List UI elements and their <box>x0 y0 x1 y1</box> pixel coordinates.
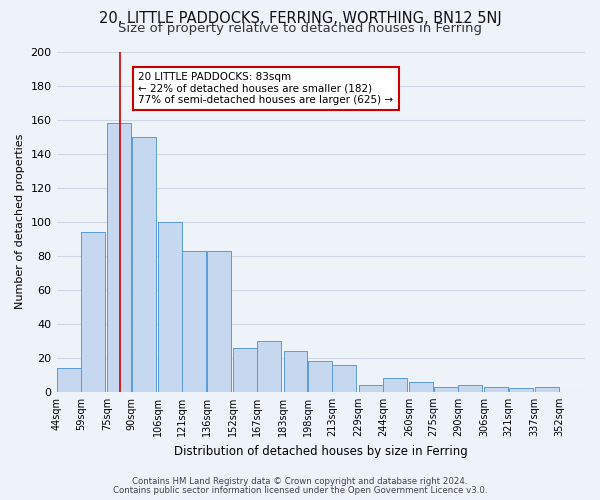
Text: 20 LITTLE PADDOCKS: 83sqm
← 22% of detached houses are smaller (182)
77% of semi: 20 LITTLE PADDOCKS: 83sqm ← 22% of detac… <box>139 72 394 105</box>
Bar <box>434 386 458 392</box>
Bar <box>207 250 231 392</box>
Bar <box>509 388 533 392</box>
Bar <box>284 351 307 392</box>
Bar <box>257 341 281 392</box>
Bar <box>81 232 105 392</box>
Text: Contains public sector information licensed under the Open Government Licence v3: Contains public sector information licen… <box>113 486 487 495</box>
Bar <box>308 361 332 392</box>
Bar <box>132 136 156 392</box>
Bar <box>332 364 356 392</box>
Bar <box>359 385 383 392</box>
Bar <box>409 382 433 392</box>
Bar <box>383 378 407 392</box>
Bar <box>107 123 131 392</box>
Y-axis label: Number of detached properties: Number of detached properties <box>15 134 25 310</box>
Bar <box>458 385 482 392</box>
Text: Contains HM Land Registry data © Crown copyright and database right 2024.: Contains HM Land Registry data © Crown c… <box>132 478 468 486</box>
Bar <box>158 222 182 392</box>
Bar <box>233 348 257 392</box>
Text: Size of property relative to detached houses in Ferring: Size of property relative to detached ho… <box>118 22 482 35</box>
Bar <box>484 386 508 392</box>
Bar <box>57 368 81 392</box>
Bar <box>535 386 559 392</box>
X-axis label: Distribution of detached houses by size in Ferring: Distribution of detached houses by size … <box>174 444 467 458</box>
Bar <box>182 250 206 392</box>
Text: 20, LITTLE PADDOCKS, FERRING, WORTHING, BN12 5NJ: 20, LITTLE PADDOCKS, FERRING, WORTHING, … <box>98 11 502 26</box>
